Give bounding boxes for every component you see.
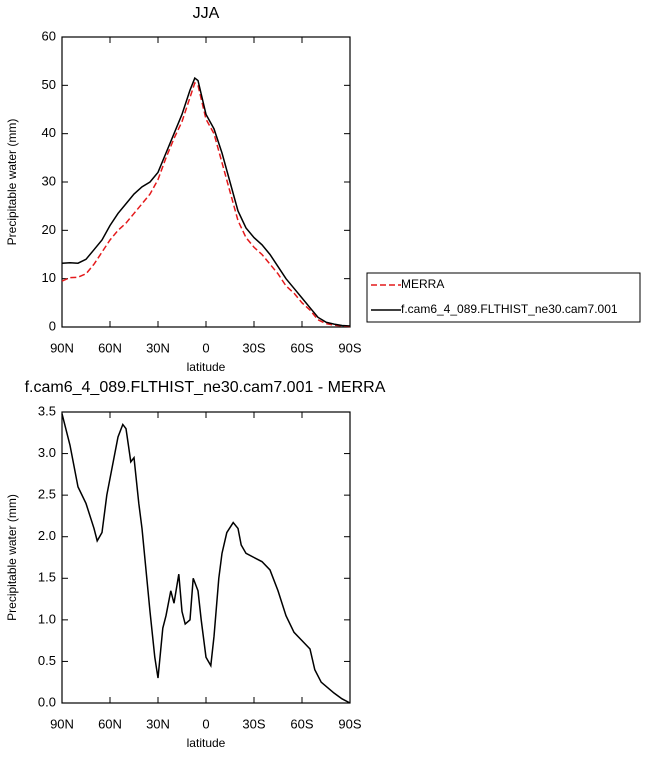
x-tick-label: 0 [202, 340, 209, 355]
y-tick-label: 10 [42, 270, 56, 285]
y-tick-label: 60 [42, 28, 56, 43]
y-axis-label: Precipitable water (mm) [5, 494, 19, 621]
x-tick-label: 90S [338, 716, 361, 731]
y-tick-label: 1.5 [38, 570, 56, 585]
x-tick-label: 90N [50, 716, 74, 731]
x-tick-label: 30S [242, 716, 265, 731]
y-tick-label: 3.5 [38, 403, 56, 418]
y-tick-label: 40 [42, 125, 56, 140]
x-tick-label: 60N [98, 340, 122, 355]
plot-frame [61, 36, 351, 328]
x-tick-label: 60S [290, 716, 313, 731]
y-tick-label: 2.5 [38, 487, 56, 502]
y-tick-label: 50 [42, 77, 56, 92]
plot-frame [61, 411, 351, 704]
y-tick-label: 0.0 [38, 694, 56, 709]
y-axis-label: Precipitable water (mm) [5, 119, 19, 246]
x-axis-label: latitude [187, 360, 226, 374]
x-tick-label: 30N [146, 716, 170, 731]
x-tick-label: 30N [146, 340, 170, 355]
y-tick-label: 0 [49, 318, 56, 333]
y-tick-label: 20 [42, 222, 56, 237]
x-tick-label: 60N [98, 716, 122, 731]
y-tick-label: 3.0 [38, 445, 56, 460]
x-tick-label: 90S [338, 340, 361, 355]
data-line [61, 413, 351, 704]
chart-title: JJA [193, 5, 220, 22]
x-tick-label: 90N [50, 340, 74, 355]
x-tick-label: 60S [290, 340, 313, 355]
x-axis-label: latitude [187, 736, 226, 750]
y-tick-label: 2.0 [38, 528, 56, 543]
legend-box [366, 272, 641, 323]
y-tick-label: 1.0 [38, 611, 56, 626]
x-tick-label: 30S [242, 340, 265, 355]
legend-label: MERRA [401, 277, 444, 291]
data-line [61, 81, 351, 328]
chart-title: f.cam6_4_089.FLTHIST_ne30.cam7.001 - MER… [25, 379, 386, 396]
legend-label: f.cam6_4_089.FLTHIST_ne30.cam7.001 [401, 302, 618, 316]
y-tick-label: 0.5 [38, 653, 56, 668]
data-line [61, 76, 351, 327]
y-tick-label: 30 [42, 173, 56, 188]
x-tick-label: 0 [202, 716, 209, 731]
